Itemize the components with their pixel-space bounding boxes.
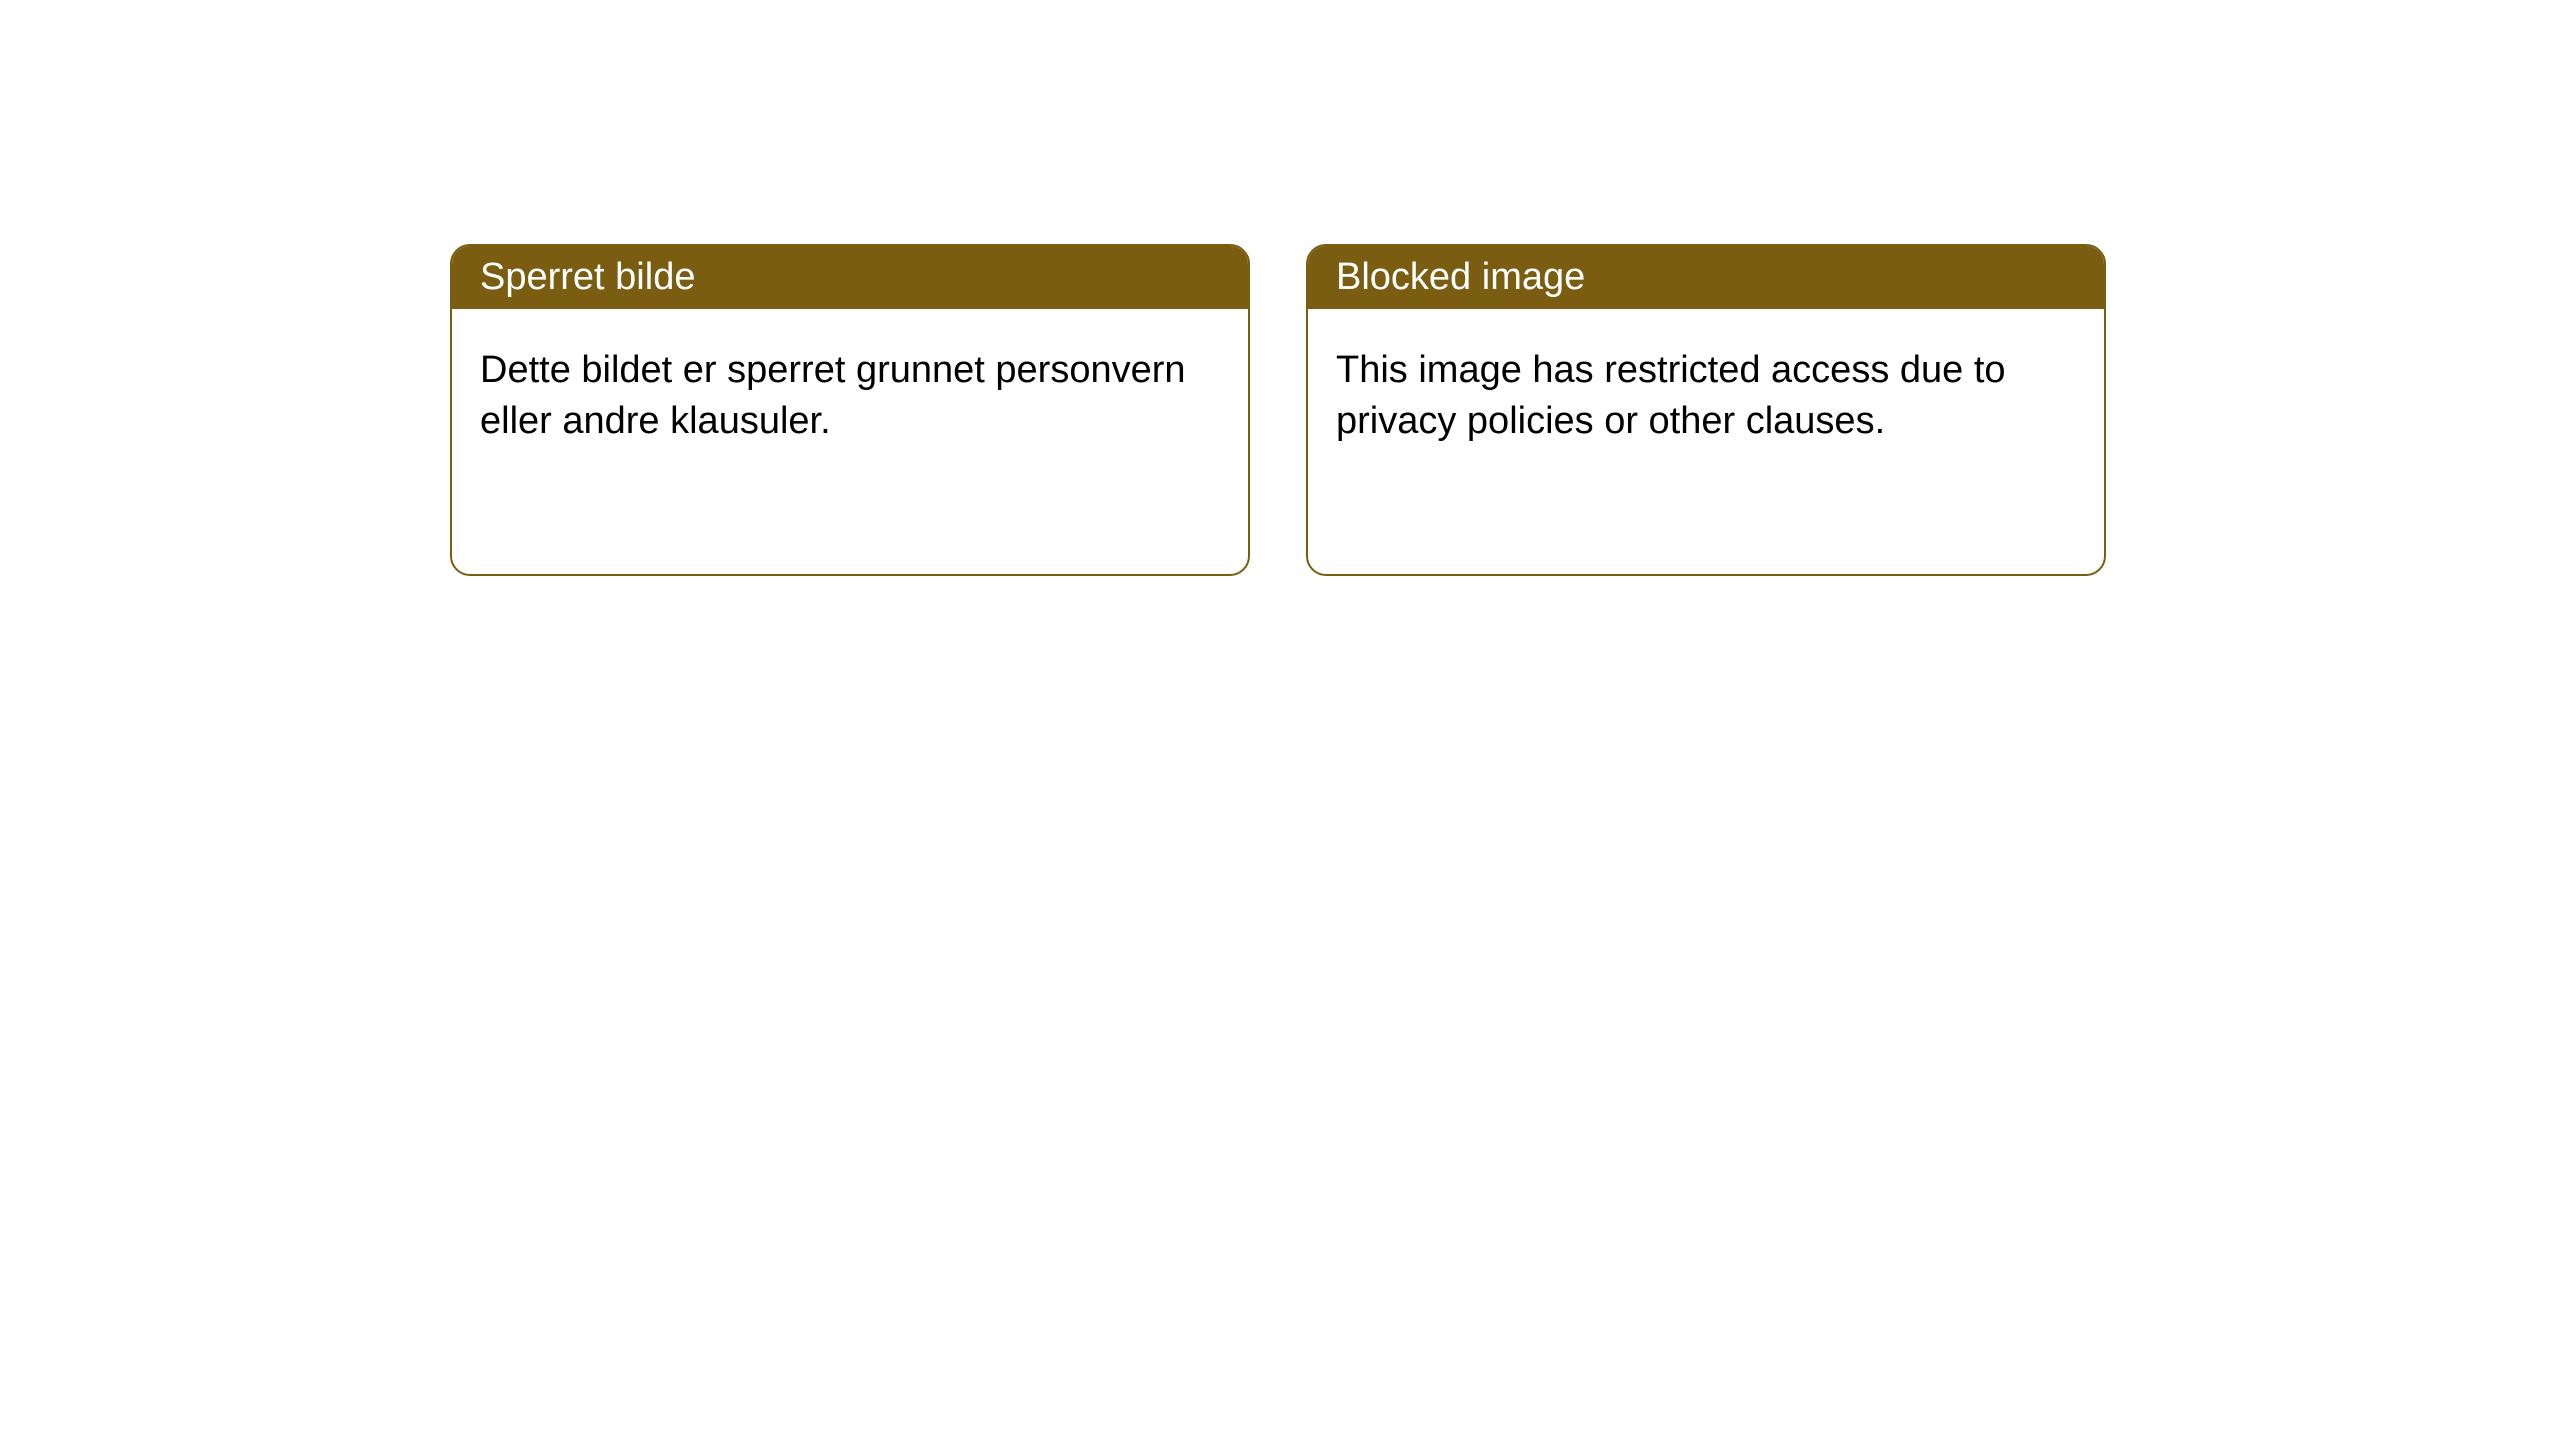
blocked-image-card-en: Blocked image This image has restricted … — [1306, 244, 2106, 576]
card-body-text: Dette bildet er sperret grunnet personve… — [480, 349, 1186, 442]
card-body-text: This image has restricted access due to … — [1336, 349, 2006, 442]
card-container: Sperret bilde Dette bildet er sperret gr… — [450, 244, 2106, 576]
card-header: Sperret bilde — [452, 246, 1248, 309]
card-body: This image has restricted access due to … — [1308, 309, 2104, 484]
card-title: Sperret bilde — [480, 256, 695, 298]
blocked-image-card-no: Sperret bilde Dette bildet er sperret gr… — [450, 244, 1250, 576]
card-title: Blocked image — [1336, 256, 1585, 298]
card-body: Dette bildet er sperret grunnet personve… — [452, 309, 1248, 484]
card-header: Blocked image — [1308, 246, 2104, 309]
